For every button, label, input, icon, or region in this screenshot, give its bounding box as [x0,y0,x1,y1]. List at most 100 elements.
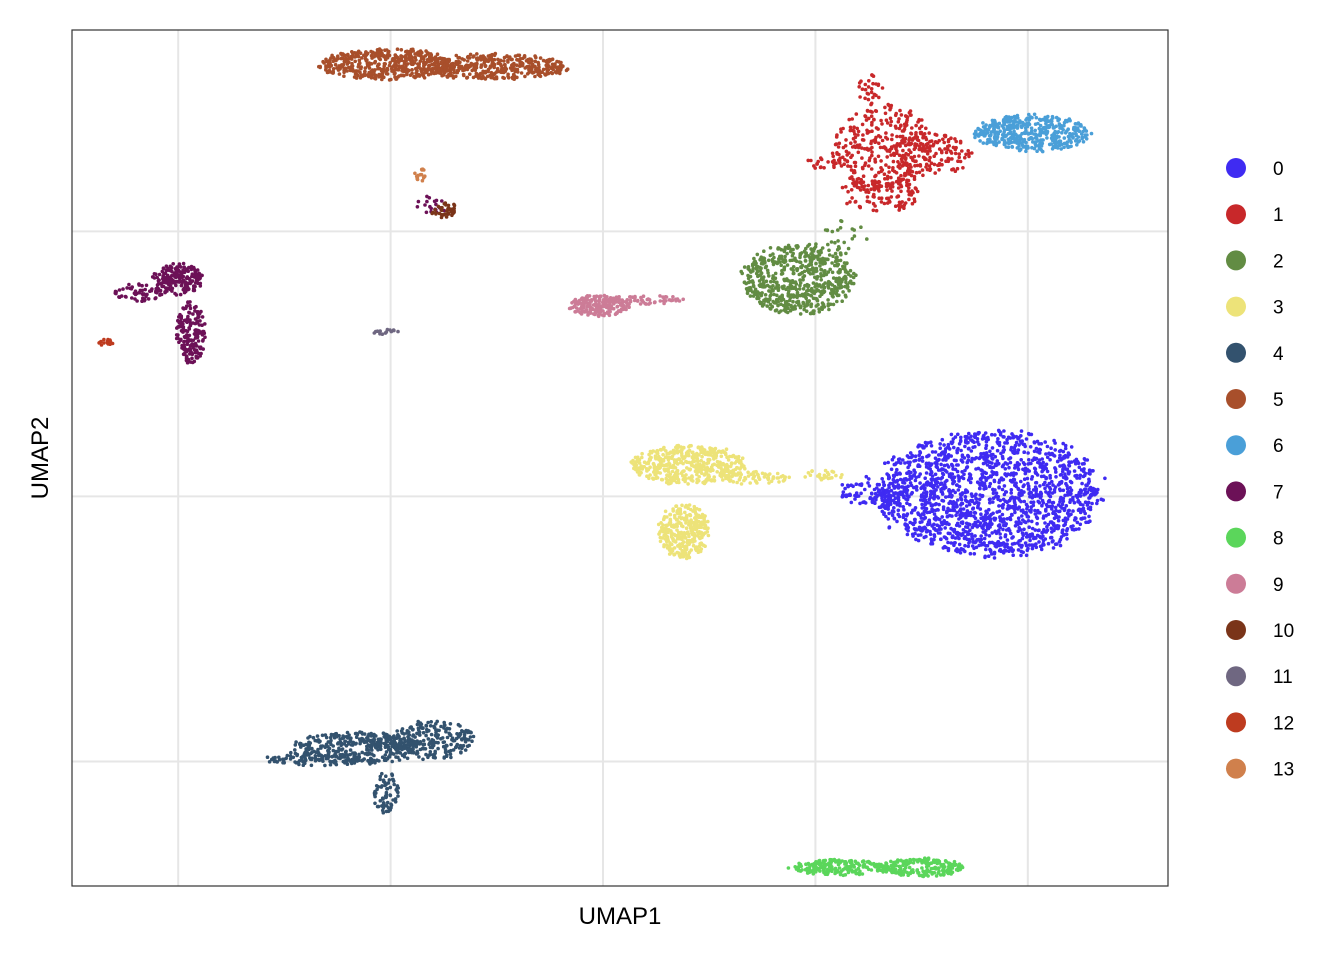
scatter-point [959,436,963,440]
scatter-point [354,732,358,736]
scatter-point [822,166,826,170]
scatter-point [695,452,699,456]
scatter-point [806,269,810,273]
scatter-point [891,166,895,170]
scatter-point [997,524,1001,528]
scatter-point [1013,500,1017,504]
scatter-point [1029,501,1033,505]
scatter-point [274,759,278,763]
scatter-point [732,480,736,484]
scatter-point [930,444,934,448]
scatter-point [989,475,993,479]
scatter-point [421,758,425,762]
scatter-point [1003,441,1007,445]
scatter-point [374,77,378,81]
scatter-point [1009,479,1013,483]
scatter-point [827,249,831,253]
scatter-point [342,754,346,758]
scatter-point [306,736,310,740]
scatter-point [897,501,901,505]
scatter-point [900,164,904,168]
scatter-point [863,97,867,101]
scatter-point [919,131,923,135]
scatter-point [658,530,662,534]
scatter-point [830,261,834,265]
scatter-point [949,527,953,531]
scatter-point [406,757,410,761]
scatter-point [415,739,419,743]
scatter-point [1080,468,1084,472]
scatter-point [890,489,894,493]
scatter-point [1010,488,1014,492]
scatter-point [935,463,939,467]
scatter-point [899,190,903,194]
scatter-point [943,458,947,462]
scatter-point [947,144,951,148]
scatter-point [974,493,978,497]
scatter-point [883,202,887,206]
scatter-point [994,462,998,466]
scatter-point [973,534,977,538]
scatter-point [1061,442,1065,446]
scatter-point [1027,487,1031,491]
scatter-point [985,511,989,515]
scatter-point [331,744,335,748]
scatter-point [940,163,944,167]
scatter-point [788,259,792,263]
scatter-point [885,184,889,188]
scatter-point [714,447,718,451]
scatter-point [411,750,415,754]
scatter-point [395,729,399,733]
scatter-point [684,553,688,557]
scatter-point [874,492,878,496]
scatter-point [1040,531,1044,535]
scatter-point [896,142,900,146]
scatter-point [345,744,349,748]
scatter-point [436,747,440,751]
scatter-point [799,265,803,269]
scatter-point [470,739,474,743]
scatter-point [670,451,674,455]
scatter-point [661,453,665,457]
scatter-point [895,520,899,524]
scatter-point [958,442,962,446]
scatter-point [908,463,912,467]
scatter-point [793,257,797,261]
scatter-point [871,82,875,86]
scatter-point [338,72,342,76]
scatter-point [769,280,773,284]
scatter-point [752,471,756,475]
scatter-point [920,520,924,524]
scatter-point [978,498,982,502]
scatter-point [1054,470,1058,474]
scatter-point [1052,522,1056,526]
scatter-point [328,741,332,745]
scatter-point [810,263,814,267]
scatter-point [921,444,925,448]
scatter-point [1001,455,1005,459]
scatter-point [973,435,977,439]
scatter-point [941,472,945,476]
scatter-point [1077,493,1081,497]
scatter-point [853,497,857,501]
scatter-point [817,307,821,311]
scatter-point [997,429,1001,433]
scatter-point [937,139,941,143]
scatter-point [964,516,968,520]
scatter-point [936,485,940,489]
scatter-point [966,509,970,513]
scatter-point [412,741,416,745]
scatter-point [694,456,698,460]
scatter-point [984,458,988,462]
scatter-point [933,171,937,175]
scatter-point [963,456,967,460]
scatter-point [346,731,350,735]
scatter-point [949,150,953,154]
scatter-point [850,117,854,121]
scatter-point [927,131,931,135]
scatter-point [983,523,987,527]
scatter-point [680,516,684,520]
scatter-point [769,307,773,311]
scatter-point [949,541,953,545]
